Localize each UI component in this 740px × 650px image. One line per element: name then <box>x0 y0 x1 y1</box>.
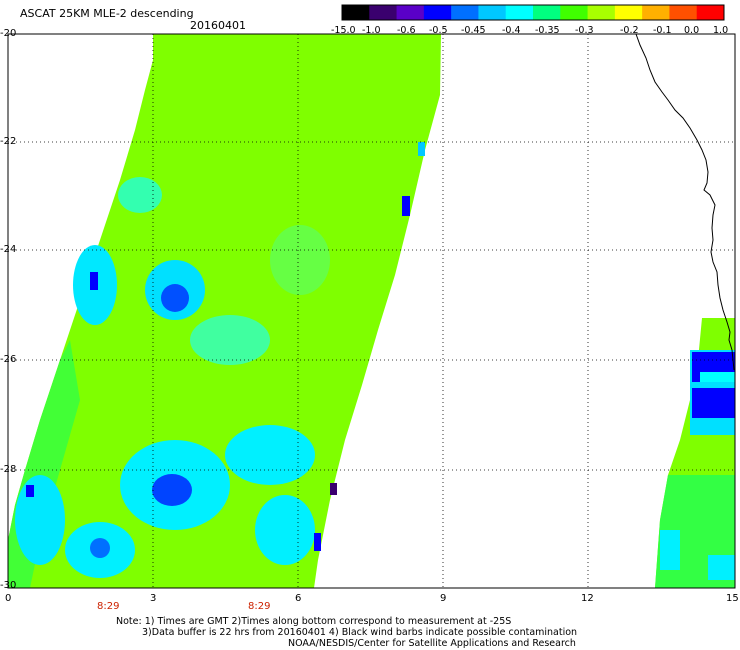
colorbar-segment <box>396 5 425 20</box>
x-tick-label: 0 <box>5 593 12 604</box>
colorbar-segment <box>423 5 452 20</box>
colorbar-segment <box>560 5 589 20</box>
colorbar-segment <box>478 5 507 20</box>
time-label: 8:29 <box>97 601 120 612</box>
colorbar-label: -0.35 <box>535 25 560 36</box>
colorbar-label: -0.3 <box>575 25 594 36</box>
colorbar-segment <box>587 5 616 20</box>
colorbar <box>341 4 725 21</box>
colorbar-label: 0.0 <box>684 25 700 36</box>
colorbar-label: -0.45 <box>461 25 486 36</box>
colorbar-segment <box>505 5 534 20</box>
x-tick-label: 15 <box>726 593 739 604</box>
grid <box>8 34 735 588</box>
y-tick-label: -20 <box>0 28 17 39</box>
colorbar-segment <box>696 5 725 20</box>
swath-main <box>8 34 441 588</box>
map-title: ASCAT 25KM MLE-2 descending <box>20 7 194 20</box>
map-date: 20160401 <box>190 19 246 32</box>
colorbar-segment <box>642 5 670 20</box>
colorbar-label: -1.0 <box>362 25 381 36</box>
colorbar-label: -0.5 <box>429 25 448 36</box>
x-tick-label: 9 <box>440 593 447 604</box>
plot-frame <box>7 33 736 589</box>
y-tick-label: -26 <box>0 354 17 365</box>
y-tick-label: -24 <box>0 244 17 255</box>
colorbar-label: -0.4 <box>502 25 521 36</box>
colorbar-label: -15.0 <box>331 25 356 36</box>
time-label: 8:29 <box>248 601 271 612</box>
colorbar-label: -0.1 <box>653 25 672 36</box>
y-tick-label: -30 <box>0 580 17 591</box>
colorbar-border <box>341 4 725 21</box>
coastline <box>635 33 735 371</box>
x-tick-label: 12 <box>581 593 594 604</box>
colorbar-segment <box>342 5 370 20</box>
colorbar-segment <box>369 5 398 20</box>
colorbar-segment <box>533 5 561 20</box>
colorbar-label: 1.0 <box>713 25 729 36</box>
x-tick-label: 3 <box>150 593 157 604</box>
x-tick-label: 6 <box>295 593 302 604</box>
data-patches <box>15 142 735 580</box>
footnote-line-3: NOAA/NESDIS/Center for Satellite Applica… <box>288 638 576 649</box>
colorbar-segment <box>614 5 643 20</box>
y-tick-label: -28 <box>0 464 17 475</box>
footnote-line-2: 3)Data buffer is 22 hrs from 20160401 4)… <box>142 627 578 638</box>
colorbar-label: -0.2 <box>620 25 639 36</box>
y-tick-label: -22 <box>0 136 17 147</box>
colorbar-segment <box>669 5 698 20</box>
footnote-line-1: Note: 1) Times are GMT 2)Times along bot… <box>116 616 512 627</box>
colorbar-segment <box>451 5 479 20</box>
colorbar-label: -0.6 <box>397 25 416 36</box>
